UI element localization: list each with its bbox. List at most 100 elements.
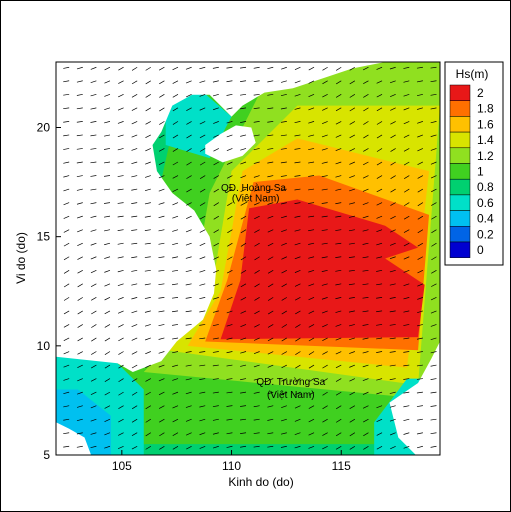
wave-arrow bbox=[403, 445, 410, 449]
wave-arrow bbox=[403, 215, 410, 220]
wave-arrow bbox=[199, 188, 206, 193]
wave-arrow bbox=[376, 161, 383, 166]
wave-arrow bbox=[118, 405, 124, 410]
wave-arrow bbox=[104, 391, 111, 396]
wave-arrow bbox=[335, 418, 342, 423]
wave-arrow bbox=[430, 364, 437, 367]
wave-arrow bbox=[90, 269, 97, 274]
wave-arrow bbox=[431, 283, 437, 287]
wave-arrow bbox=[308, 378, 315, 383]
wave-arrow bbox=[226, 405, 233, 407]
wave-arrow bbox=[131, 94, 138, 98]
wave-arrow bbox=[77, 324, 83, 328]
wave-arrow bbox=[281, 66, 287, 70]
wave-arrow bbox=[390, 188, 396, 193]
wave-arrow bbox=[199, 418, 206, 422]
wave-arrow bbox=[267, 80, 274, 83]
wave-arrow bbox=[185, 80, 192, 84]
wave-arrow bbox=[199, 66, 206, 70]
wave-arrow bbox=[172, 107, 179, 112]
wave-arrow bbox=[158, 405, 165, 409]
wave-arrow bbox=[158, 188, 165, 192]
wave-arrow bbox=[226, 107, 233, 110]
wave-arrow bbox=[158, 229, 165, 232]
wave-arrow bbox=[430, 324, 437, 327]
wave-arrow bbox=[185, 418, 192, 422]
wave-arrow bbox=[63, 121, 70, 123]
wave-arrow bbox=[362, 364, 369, 368]
wave-arrow bbox=[376, 188, 383, 193]
wave-arrow bbox=[253, 121, 260, 123]
wave-arrow bbox=[403, 134, 410, 138]
wave-arrow bbox=[376, 364, 383, 367]
wave-arrow bbox=[172, 94, 179, 98]
wave-arrow bbox=[389, 364, 396, 367]
wave-arrow bbox=[63, 269, 70, 274]
wave-arrow bbox=[172, 378, 179, 381]
wave-arrow bbox=[199, 378, 206, 380]
wave-arrow bbox=[90, 66, 97, 70]
wave-arrow bbox=[417, 134, 424, 138]
wave-arrow bbox=[118, 93, 124, 98]
wave-arrow bbox=[376, 391, 383, 395]
wave-arrow bbox=[77, 229, 83, 233]
wave-arrow bbox=[376, 432, 383, 436]
wave-arrow bbox=[185, 229, 192, 233]
wave-arrow bbox=[389, 324, 396, 326]
wave-arrow bbox=[104, 269, 111, 273]
wave-arrow bbox=[117, 269, 124, 273]
wave-arrow bbox=[158, 297, 165, 299]
wave-arrow bbox=[403, 148, 410, 152]
wave-arrow bbox=[199, 351, 206, 353]
wave-arrow bbox=[131, 107, 138, 111]
wave-arrow bbox=[281, 324, 288, 328]
wave-arrow bbox=[158, 337, 165, 340]
wave-arrow bbox=[376, 121, 383, 125]
wave-arrow bbox=[240, 391, 247, 394]
wave-arrow bbox=[90, 297, 97, 301]
wave-arrow bbox=[227, 242, 233, 247]
wave-arrow bbox=[131, 269, 138, 272]
wave-arrow bbox=[430, 93, 437, 96]
wave-arrow bbox=[253, 432, 260, 434]
wave-arrow bbox=[253, 93, 260, 96]
wave-arrow bbox=[199, 175, 206, 180]
wave-arrow bbox=[144, 283, 151, 286]
wave-arrow bbox=[403, 93, 410, 97]
wave-arrow bbox=[417, 283, 424, 287]
wave-arrow bbox=[158, 66, 165, 71]
wave-arrow bbox=[159, 134, 165, 139]
wave-arrow bbox=[158, 202, 165, 205]
wave-arrow bbox=[295, 337, 301, 342]
wave-arrow bbox=[322, 391, 328, 396]
wave-arrow bbox=[416, 80, 423, 83]
wave-arrow bbox=[144, 215, 151, 218]
wave-arrow bbox=[240, 242, 247, 247]
wave-arrow bbox=[376, 269, 383, 272]
wave-arrow bbox=[131, 202, 138, 204]
wave-arrow bbox=[63, 283, 70, 288]
wave-arrow bbox=[104, 378, 111, 382]
wave-arrow bbox=[131, 121, 138, 125]
wave-arrow bbox=[172, 66, 179, 71]
wave-arrow bbox=[376, 337, 383, 340]
wave-arrow bbox=[104, 229, 111, 232]
wave-arrow bbox=[253, 351, 260, 355]
wave-arrow bbox=[131, 405, 138, 410]
wave-arrow bbox=[417, 148, 424, 152]
wave-arrow bbox=[267, 310, 274, 315]
wave-arrow bbox=[131, 297, 138, 300]
wave-arrow bbox=[280, 215, 287, 219]
wave-arrow bbox=[253, 175, 260, 178]
wave-arrow bbox=[226, 93, 233, 96]
wave-arrow bbox=[254, 337, 260, 341]
wave-arrow bbox=[335, 405, 342, 410]
wave-arrow bbox=[295, 364, 301, 369]
wave-arrow bbox=[389, 66, 396, 70]
wave-arrow bbox=[362, 175, 369, 179]
wave-arrow bbox=[199, 445, 206, 449]
wave-arrow bbox=[280, 418, 287, 422]
wave-arrow bbox=[321, 283, 328, 286]
wave-arrow bbox=[430, 351, 437, 354]
wave-arrow bbox=[281, 405, 287, 409]
